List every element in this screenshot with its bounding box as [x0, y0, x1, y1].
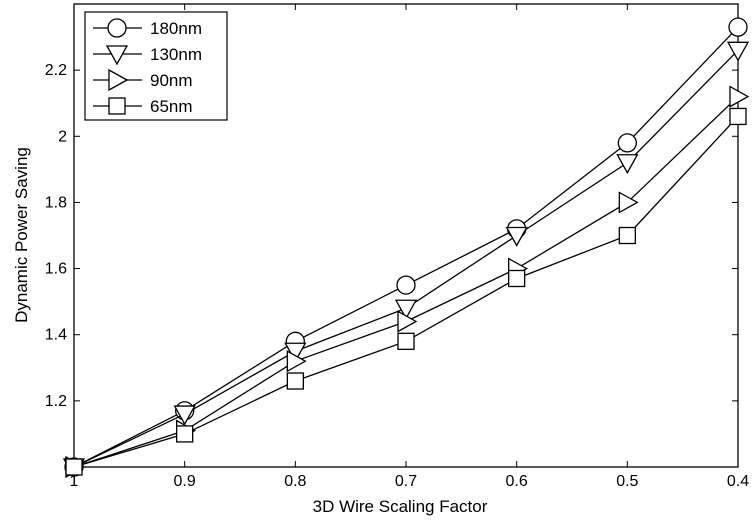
data-point-marker	[394, 299, 418, 320]
data-point-marker	[397, 332, 415, 350]
data-point-marker	[65, 458, 83, 476]
y-tick-label: 1.6	[45, 261, 67, 278]
data-point-marker	[729, 107, 747, 126]
x-tick-label: 0.7	[395, 473, 417, 490]
data-point-marker	[286, 350, 307, 373]
data-point-marker	[729, 85, 750, 108]
data-point-marker	[726, 41, 750, 62]
data-point-marker	[397, 310, 418, 333]
legend-marker	[108, 97, 126, 115]
x-axis: 1 0.9 0.8 0.7 0.6 0.5 0.4	[70, 4, 749, 490]
y-tick-label: 2	[58, 128, 67, 145]
x-tick-label: 1	[70, 473, 79, 490]
data-point-marker	[508, 269, 526, 288]
data-point-marker	[618, 226, 636, 245]
x-tick-label: 0.9	[174, 473, 196, 490]
data-point-marker	[396, 275, 416, 295]
y-axis: 1.2 1.4 1.6 1.8 2 2.2	[45, 62, 738, 410]
data-point-marker	[728, 17, 748, 37]
data-point-marker	[286, 372, 304, 390]
legend-label: 180nm	[150, 19, 202, 38]
data-point-marker	[616, 154, 639, 175]
y-axis-label: Dynamic Power Saving	[12, 147, 31, 323]
y-tick-label: 1.2	[45, 393, 67, 410]
legend-label: 130nm	[150, 45, 202, 64]
legend-marker	[108, 68, 129, 92]
legend-label: 90nm	[150, 71, 193, 90]
data-point-marker	[176, 425, 194, 443]
x-tick-label: 0.8	[284, 473, 306, 490]
data-point-marker	[173, 405, 196, 426]
data-point-marker	[618, 191, 639, 214]
legend-marker	[107, 18, 127, 38]
legend-entry-65nm: 65nm	[93, 97, 193, 116]
x-tick-label: 0.4	[727, 473, 749, 490]
legend-label: 65nm	[150, 97, 193, 116]
legend-entry-90nm: 90nm	[93, 68, 193, 92]
x-tick-label: 0.6	[506, 473, 528, 490]
data-point-marker	[617, 133, 637, 153]
x-tick-label: 0.5	[616, 473, 638, 490]
series-65nm	[65, 107, 747, 476]
legend-entry-180nm: 180nm	[93, 18, 202, 38]
x-axis-label: 3D Wire Scaling Factor	[313, 497, 488, 516]
legend-entry-130nm: 130nm	[93, 45, 202, 66]
y-tick-label: 1.8	[45, 194, 67, 211]
y-tick-label: 2.2	[45, 62, 67, 79]
plot-series	[62, 17, 750, 479]
legend-marker	[105, 45, 129, 66]
data-point-marker	[505, 226, 528, 247]
y-tick-label: 1.4	[45, 327, 67, 344]
legend: 180nm 130nm 90nm 65nm	[84, 11, 228, 121]
